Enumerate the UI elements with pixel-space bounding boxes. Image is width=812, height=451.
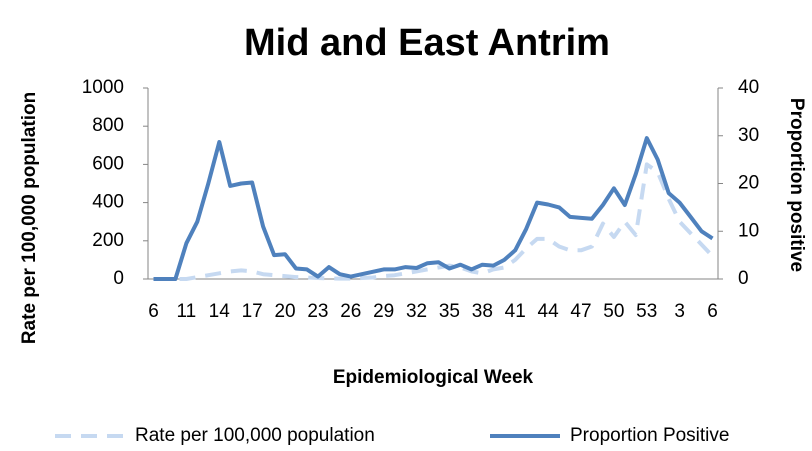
x-tick-label: 50 [603,301,624,322]
x-tick-label: 38 [472,301,493,322]
legend-label: Proportion Positive [570,425,729,446]
y2-tick-label: 40 [738,77,759,98]
y2-axis-title: Proportion positive [786,98,807,272]
x-tick-label: 53 [636,301,657,322]
x-tick-label: 6 [707,301,718,322]
y-tick-label: 600 [92,153,124,174]
x-tick-label: 3 [674,301,685,322]
y-axis-title: Rate per 100,000 population [19,92,40,344]
series-line [153,136,714,281]
x-tick-label: 14 [209,301,231,322]
x-tick-label: 23 [307,301,328,322]
y2-tick-label: 0 [738,268,749,289]
x-tick-label: 11 [176,301,196,322]
x-tick-label: 41 [505,301,526,322]
y2-tick-label: 20 [738,173,759,194]
y2-tick-label: 30 [738,125,759,146]
series-line [153,162,714,281]
x-tick-label: 26 [340,301,361,322]
y2-tick-label: 10 [738,220,759,241]
x-tick-label: 35 [439,301,460,322]
chart-title: Mid and East Antrim [244,22,610,64]
x-tick-label: 29 [373,301,394,322]
x-tick-label: 32 [406,301,427,322]
x-tick-label: 47 [570,301,591,322]
y-tick-label: 200 [92,230,124,251]
x-tick-label: 20 [274,301,295,322]
x-axis-title: Epidemiological Week [333,367,534,388]
x-tick-label: 6 [148,301,159,322]
y-tick-label: 800 [92,115,124,136]
y-tick-label: 400 [92,192,124,213]
y-tick-label: 0 [113,268,124,289]
legend-label: Rate per 100,000 population [135,425,375,446]
x-tick-label: 17 [242,301,263,322]
y-tick-label: 1000 [82,77,124,98]
x-tick-label: 44 [538,301,560,322]
